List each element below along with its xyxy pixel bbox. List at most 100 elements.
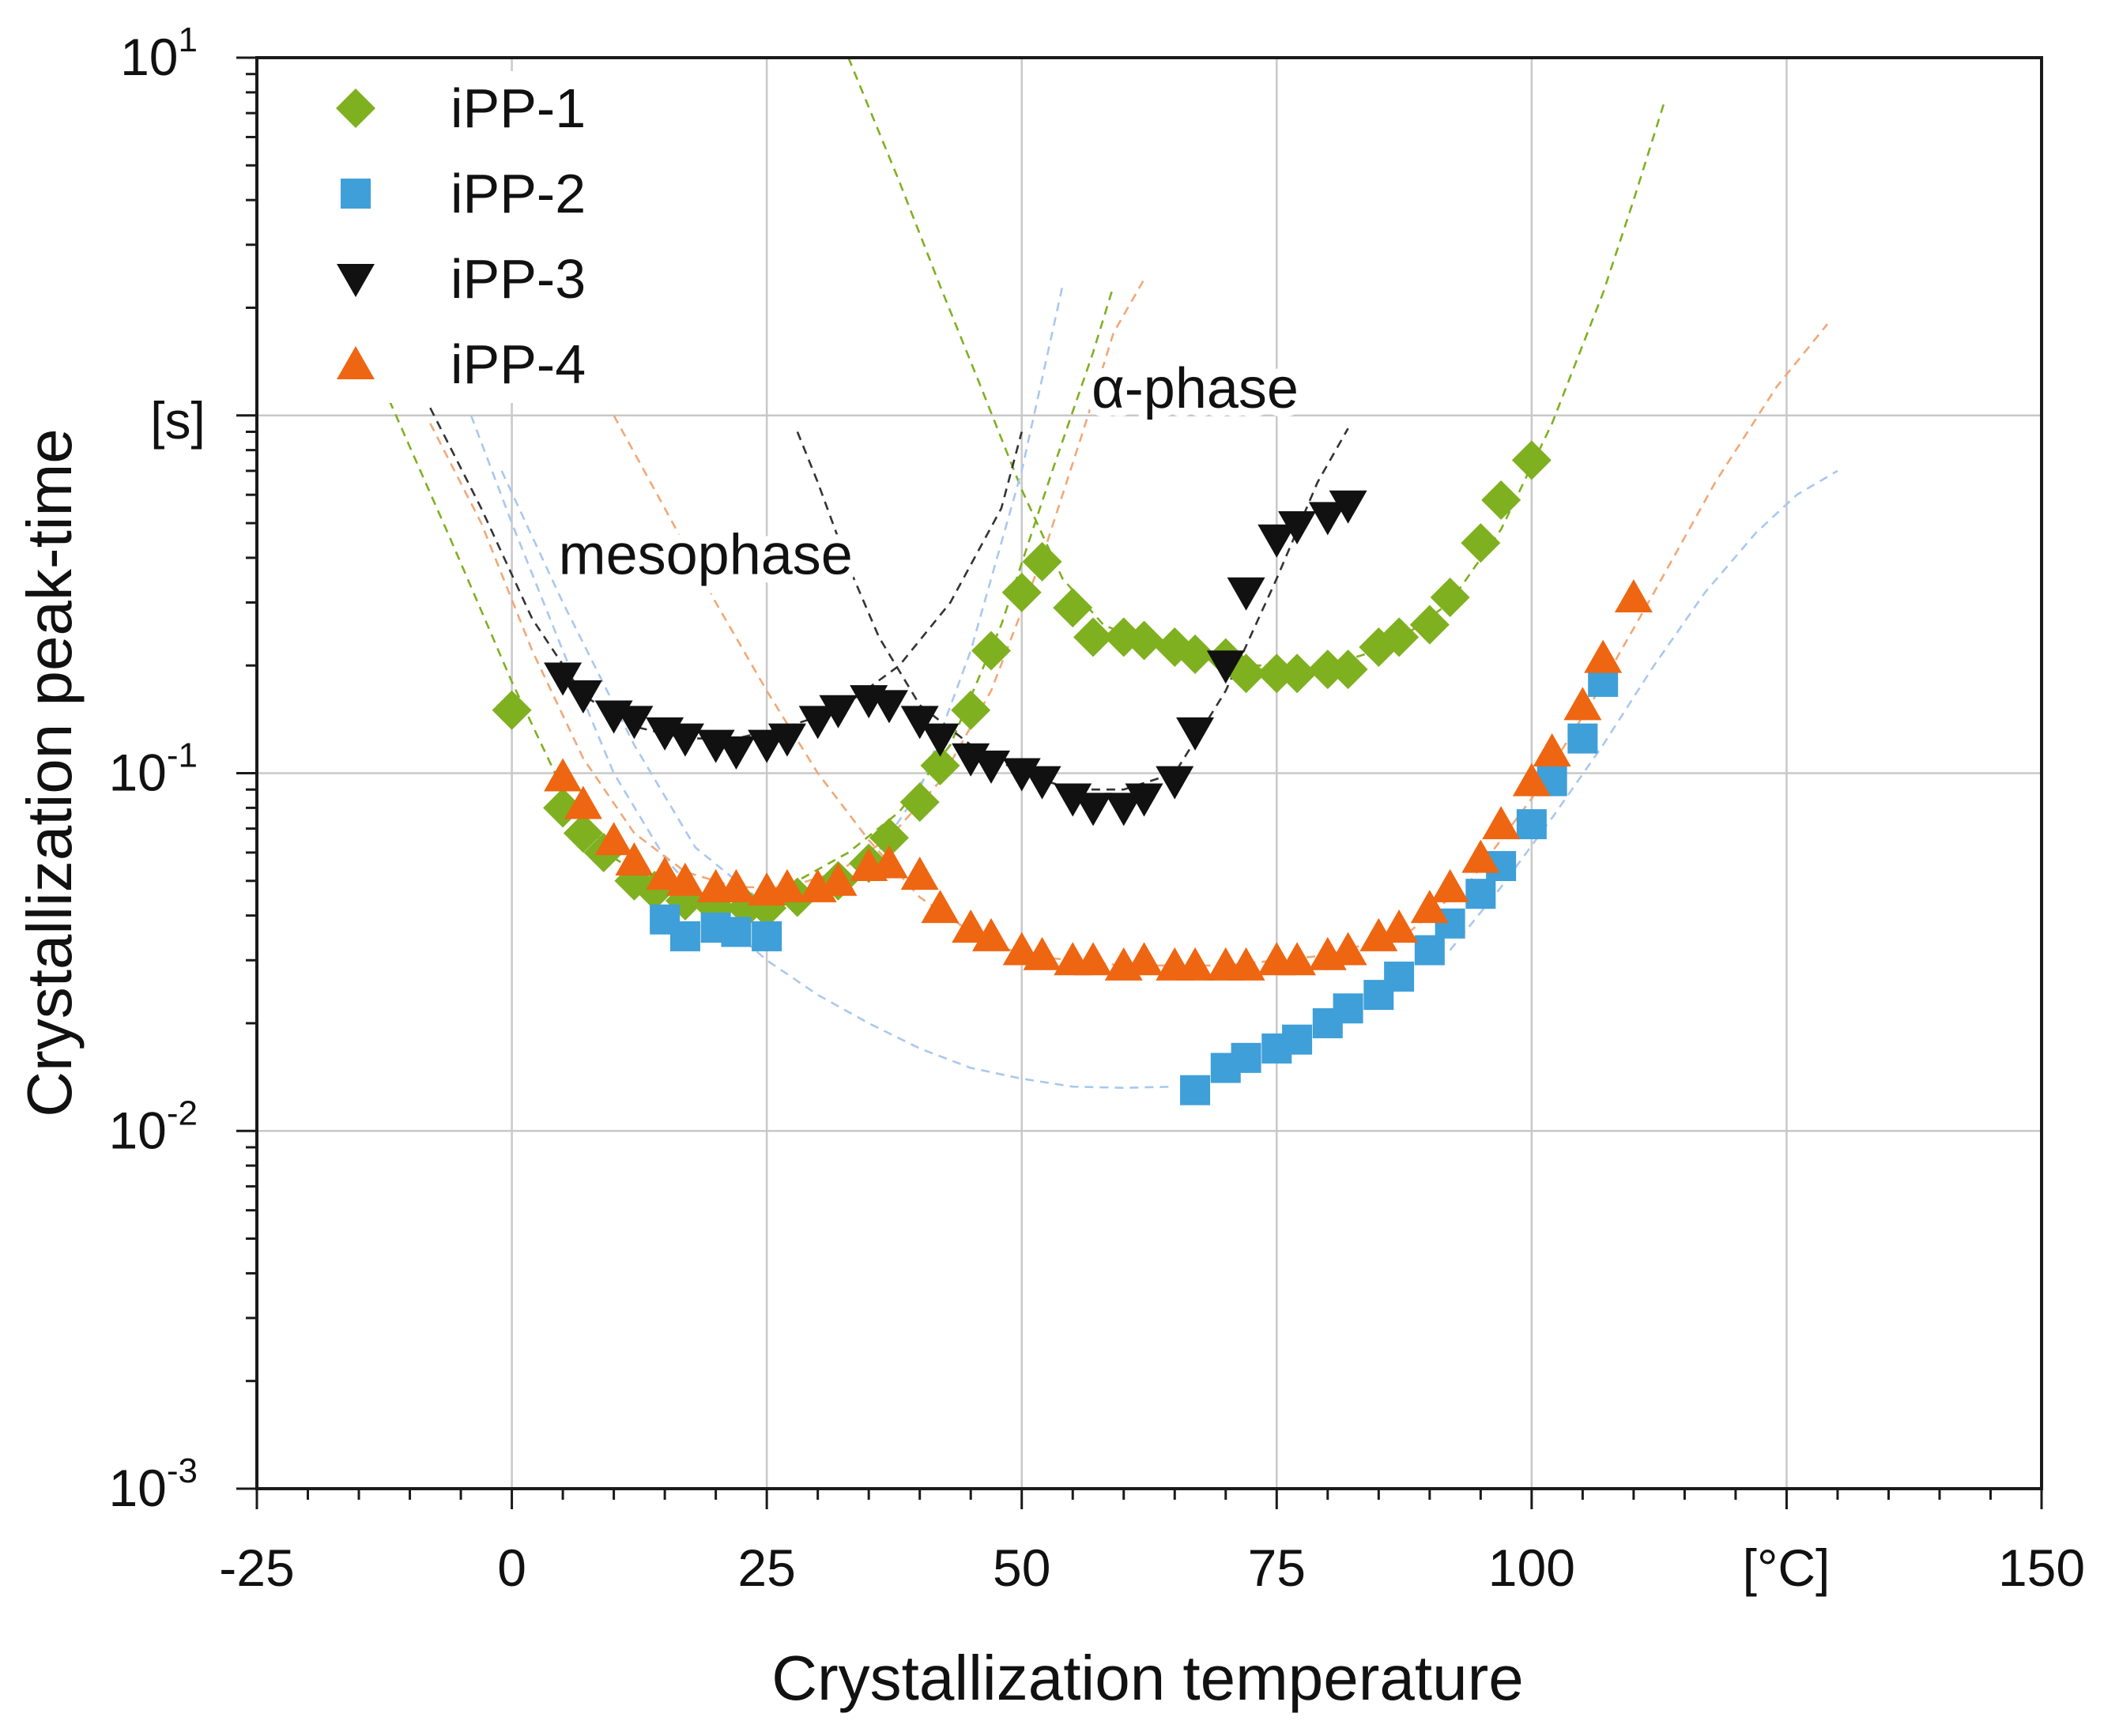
data-point-ipp-3 xyxy=(564,680,602,714)
legend-marker xyxy=(337,346,375,379)
data-point-ipp-3 xyxy=(1278,511,1317,545)
data-point-ipp-3 xyxy=(1125,783,1163,817)
y-tick-exponent: -1 xyxy=(167,736,198,775)
data-point-ipp-2 xyxy=(752,921,782,951)
data-point-ipp-4 xyxy=(544,758,583,792)
data-point-ipp-4 xyxy=(1533,733,1571,767)
annotation-label: mesophase xyxy=(559,524,853,587)
data-point-ipp-1 xyxy=(1328,650,1368,690)
data-points xyxy=(492,440,1653,1105)
data-point-ipp-1 xyxy=(1511,440,1552,480)
legend-label: iPP-3 xyxy=(451,248,586,310)
data-point-ipp-4 xyxy=(972,917,1011,951)
fit-curve-ipp-2 xyxy=(469,415,1175,1090)
data-point-ipp-4 xyxy=(819,862,858,896)
data-point-ipp-4 xyxy=(1125,942,1163,976)
data-point-ipp-4 xyxy=(1461,839,1500,873)
data-point-ipp-1 xyxy=(1430,578,1470,618)
data-point-ipp-4 xyxy=(1614,579,1653,613)
data-point-ipp-4 xyxy=(952,909,990,943)
data-point-ipp-3 xyxy=(921,723,960,757)
x-tick-label: 25 xyxy=(737,1538,795,1597)
data-point-ipp-3 xyxy=(717,736,756,770)
x-tick-label: 150 xyxy=(1998,1538,2085,1597)
data-point-ipp-4 xyxy=(615,842,654,876)
data-point-ipp-1 xyxy=(951,690,991,730)
data-point-ipp-2 xyxy=(1384,961,1415,992)
data-point-ipp-3 xyxy=(972,750,1011,784)
data-point-ipp-1 xyxy=(1277,653,1318,694)
data-point-ipp-3 xyxy=(748,729,786,763)
y-tick-label: 10-3 xyxy=(108,1452,198,1517)
data-point-ipp-3 xyxy=(1329,490,1367,524)
data-point-ipp-2 xyxy=(1180,1075,1211,1105)
data-point-ipp-4 xyxy=(594,822,633,856)
data-point-ipp-1 xyxy=(1001,572,1042,612)
y-tick-base: 10 xyxy=(108,1459,166,1517)
series-ipp-4 xyxy=(544,579,1653,981)
data-point-ipp-4 xyxy=(1176,947,1215,981)
data-point-ipp-3 xyxy=(615,706,654,740)
legend-label: iPP-1 xyxy=(451,77,586,139)
data-point-ipp-1 xyxy=(971,631,1012,671)
data-point-ipp-4 xyxy=(1227,947,1265,981)
y-tick-exponent: 1 xyxy=(179,21,198,59)
fit-curve-ipp-1 xyxy=(735,285,1115,917)
data-point-ipp-4 xyxy=(900,857,939,891)
data-point-ipp-4 xyxy=(1512,763,1551,796)
data-point-ipp-4 xyxy=(869,845,908,879)
data-point-ipp-4 xyxy=(646,857,684,891)
data-point-ipp-3 xyxy=(1227,577,1265,611)
series-ipp-2 xyxy=(650,666,1619,1105)
data-point-ipp-1 xyxy=(899,782,940,823)
annotation-halo: α-phase xyxy=(1092,357,1299,420)
data-point-ipp-1 xyxy=(1124,620,1164,661)
data-point-ipp-3 xyxy=(1074,793,1113,827)
data-point-ipp-3 xyxy=(544,662,583,696)
data-point-ipp-2 xyxy=(1414,935,1445,966)
data-point-ipp-3 xyxy=(900,706,939,740)
y-tick-label: 101 xyxy=(120,21,198,86)
data-point-ipp-4 xyxy=(1359,917,1398,951)
data-point-ipp-2 xyxy=(1567,723,1598,754)
y-tick-base: 10 xyxy=(108,744,166,802)
legend-entry-ipp-3: iPP-3 xyxy=(337,248,586,310)
data-point-ipp-3 xyxy=(1206,650,1245,684)
legend-marker xyxy=(341,179,371,209)
data-point-ipp-3 xyxy=(819,695,858,729)
data-point-ipp-1 xyxy=(1461,523,1501,563)
series-ipp-3 xyxy=(544,490,1367,827)
data-point-ipp-2 xyxy=(669,921,700,951)
fit-curve-ipp-2 xyxy=(1449,469,1838,951)
data-point-ipp-3 xyxy=(767,723,806,757)
legend-label: iPP-2 xyxy=(451,163,586,224)
data-point-ipp-4 xyxy=(1278,942,1317,976)
y-tick-base: 10 xyxy=(120,28,178,86)
fit-curve-ipp-3 xyxy=(429,407,1023,740)
data-point-ipp-2 xyxy=(1333,993,1363,1024)
data-point-ipp-4 xyxy=(1584,639,1623,673)
y-tick-label: 10-1 xyxy=(108,736,198,802)
data-point-ipp-3 xyxy=(666,723,704,757)
data-point-ipp-1 xyxy=(920,745,960,785)
x-tick-label: 100 xyxy=(1488,1538,1575,1597)
data-point-ipp-4 xyxy=(1410,890,1449,924)
data-point-ipp-1 xyxy=(1257,653,1297,694)
y-axis-unit: [s] xyxy=(150,391,205,450)
y-tick-base: 10 xyxy=(108,1101,166,1159)
legend-marker xyxy=(337,264,375,297)
axis-ticks xyxy=(236,56,2043,1509)
y-tick-exponent: -2 xyxy=(167,1094,198,1132)
x-tick-label: 0 xyxy=(497,1538,526,1597)
data-point-ipp-4 xyxy=(1431,868,1469,902)
y-axis-title: Crystallization peak-time xyxy=(14,428,85,1117)
annotation-label: α-phase xyxy=(1092,357,1299,420)
data-point-ipp-2 xyxy=(1282,1024,1313,1055)
legend-background xyxy=(312,71,628,403)
data-point-ipp-3 xyxy=(1176,717,1215,751)
data-point-ipp-4 xyxy=(1074,942,1113,976)
data-point-ipp-1 xyxy=(1053,588,1093,628)
